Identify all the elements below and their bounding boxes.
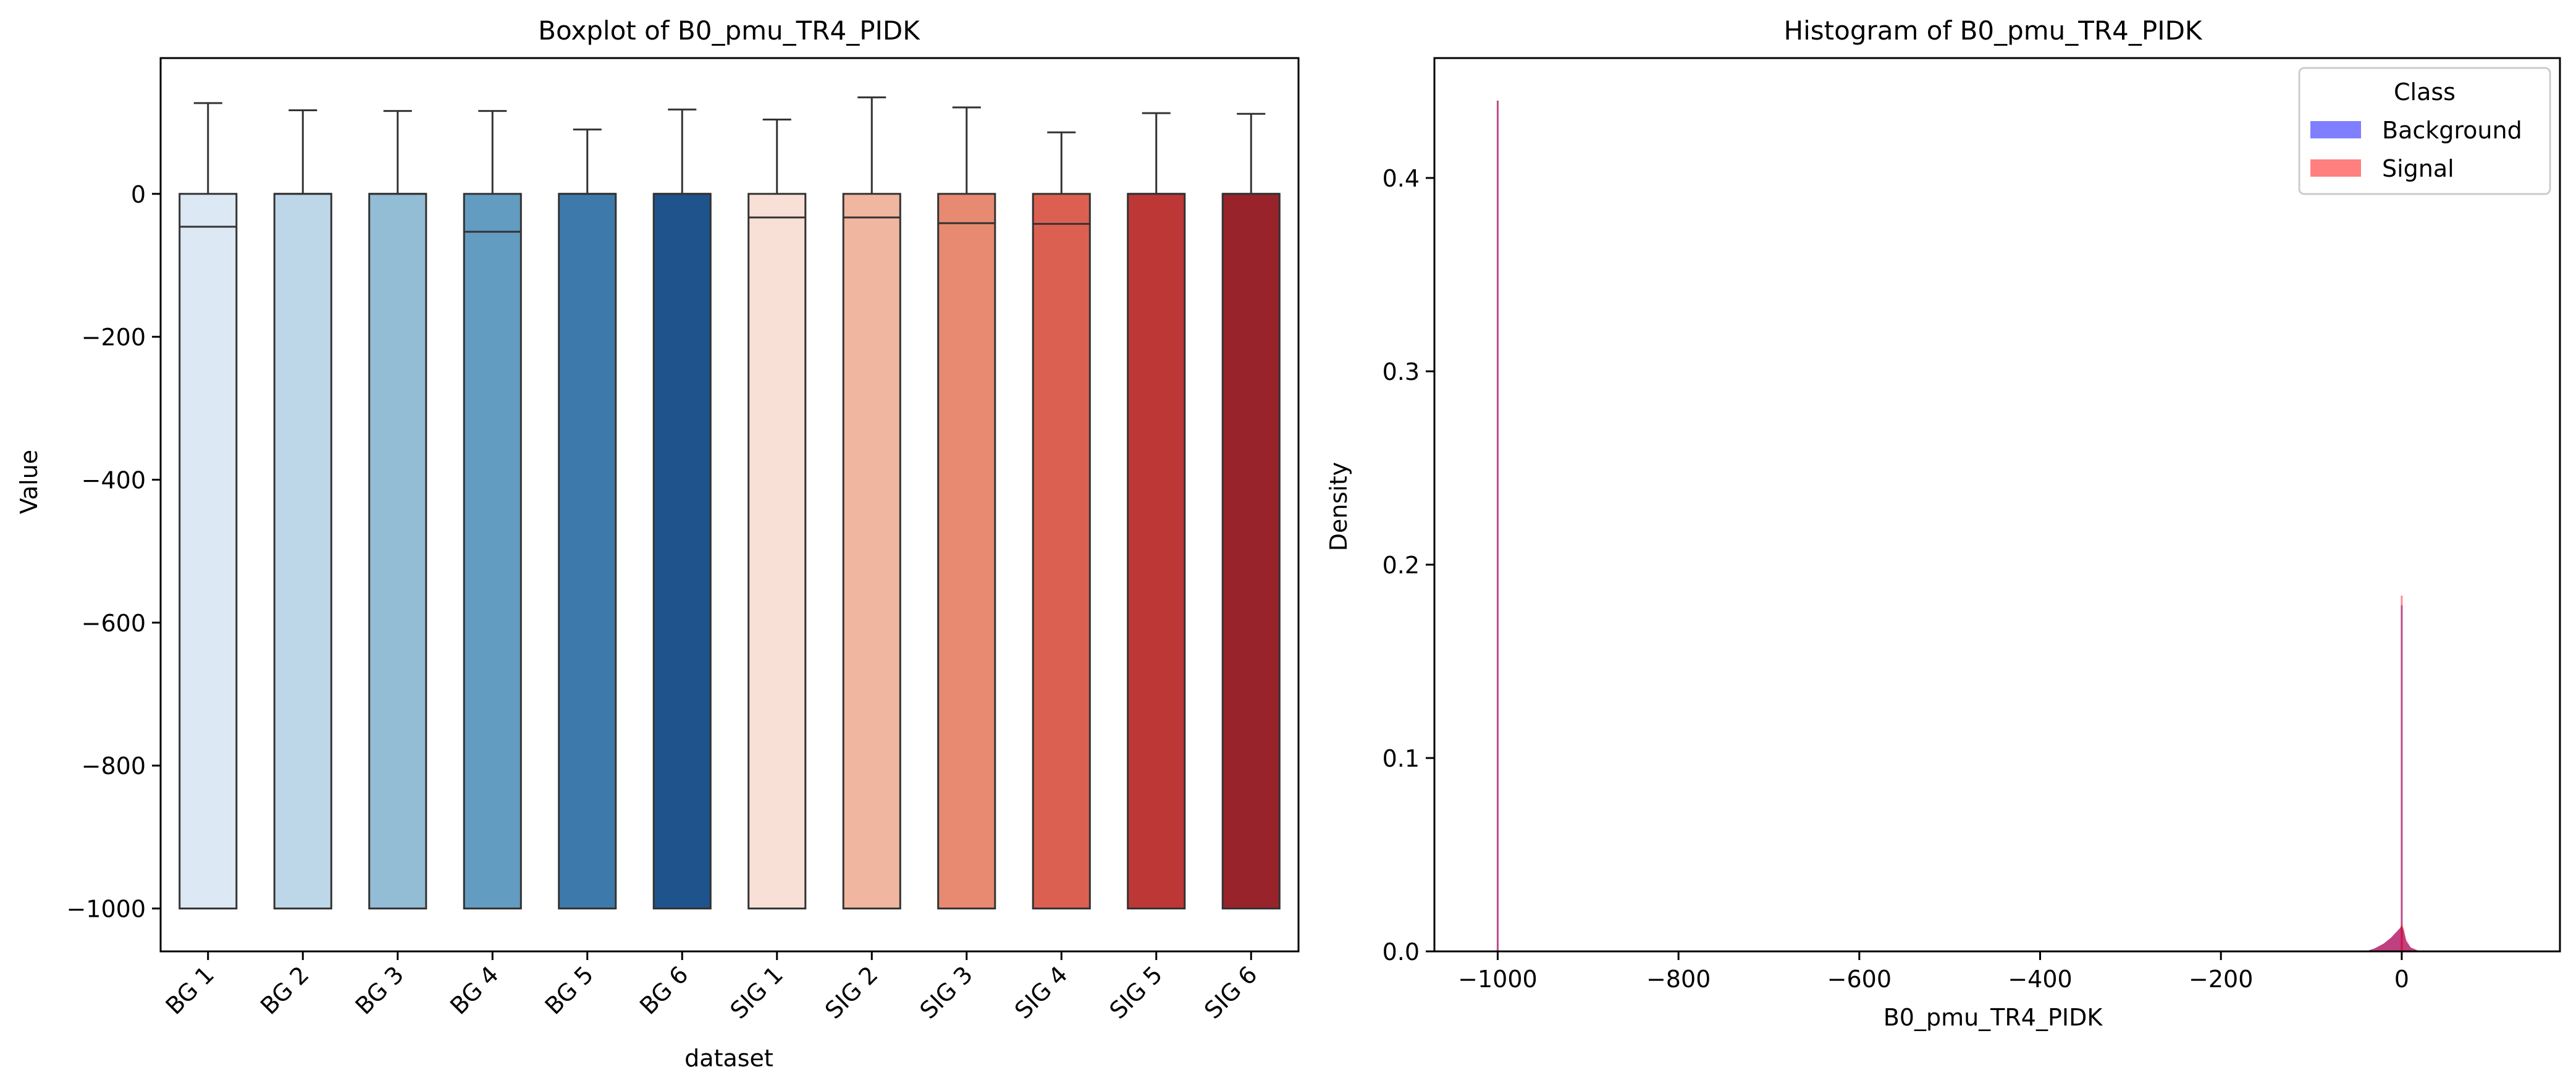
boxplot-boxes	[179, 96, 1281, 910]
histogram-y-tick-label: 0.2	[1383, 552, 1420, 579]
legend-label-background: Background	[2382, 117, 2522, 144]
boxplot-title: Boxplot of B0_pmu_TR4_PIDK	[538, 15, 920, 46]
histogram-y-tick-label: 0.4	[1383, 165, 1420, 192]
boxplot-y-tick-label: −200	[82, 324, 146, 351]
histogram-title: Histogram of B0_pmu_TR4_PIDK	[1784, 15, 2203, 46]
histogram-y-tick-label: 0.1	[1383, 745, 1420, 772]
histogram-panel: Histogram of B0_pmu_TR4_PIDK Density B0_…	[1325, 15, 2561, 1031]
histogram-axes-frame	[1433, 57, 2561, 953]
histogram-x-tick-label: −200	[2189, 966, 2253, 993]
boxplot-axes-frame	[159, 57, 1300, 953]
boxplot-box	[558, 193, 617, 910]
boxplot-box	[463, 193, 522, 910]
histogram-legend: Class Background Signal	[2298, 67, 2551, 195]
boxplot-box	[273, 193, 332, 910]
boxplot-y-axis-label: Value	[15, 450, 43, 514]
boxplot-y-tick-label: −1000	[66, 896, 146, 923]
boxplot-y-tick-label: −800	[82, 752, 146, 780]
legend-label-signal: Signal	[2382, 155, 2454, 182]
histogram-x-axis-label: B0_pmu_TR4_PIDK	[1884, 1004, 2103, 1031]
legend-title: Class	[2394, 78, 2456, 106]
histogram-y-axis-label: Density	[1325, 462, 1352, 551]
histogram-y-tick-label: 0.3	[1383, 358, 1420, 385]
legend-swatch-background	[2310, 121, 2361, 138]
histogram-density-bump	[2365, 924, 2420, 951]
histogram-spike-bar	[2401, 605, 2403, 951]
boxplot-box	[1221, 193, 1281, 910]
histogram-x-tick-label: 0	[2394, 966, 2409, 993]
legend-frame	[2298, 67, 2551, 195]
histogram-x-tick-label: −400	[2008, 966, 2072, 993]
histogram-y-tick-label: 0.0	[1383, 938, 1420, 966]
boxplot-panel: Boxplot of B0_pmu_TR4_PIDK Value dataset…	[15, 15, 1300, 1072]
histogram-spike-bar	[1496, 100, 1499, 951]
boxplot-y-tick-label: −600	[82, 610, 146, 637]
histogram-marks	[1496, 100, 2420, 951]
boxplot-x-axis-label: dataset	[684, 1045, 773, 1072]
histogram-ticks: 0.0 0.1 0.2 0.3 0.4 −1000 −800 −600 −400 −200 0	[1383, 165, 2409, 993]
histogram-spike-bar	[2401, 596, 2403, 951]
histogram-x-tick-label: −600	[1827, 966, 1892, 993]
histogram-x-tick-label: −800	[1646, 966, 1711, 993]
boxplot-box	[652, 193, 712, 910]
boxplot-box	[747, 193, 807, 910]
legend-swatch-signal	[2310, 159, 2361, 177]
boxplot-box	[1032, 193, 1091, 910]
boxplot-box	[937, 193, 996, 910]
histogram-spike-bar	[1496, 100, 1499, 951]
boxplot-box	[368, 193, 427, 910]
boxplot-box	[1127, 193, 1186, 910]
histogram-x-tick-label: −1000	[1458, 966, 1538, 993]
boxplot-box	[179, 193, 238, 910]
boxplot-box	[842, 193, 901, 910]
boxplot-y-tick-label: −400	[82, 467, 146, 494]
boxplot-y-tick-label: 0	[131, 181, 146, 208]
